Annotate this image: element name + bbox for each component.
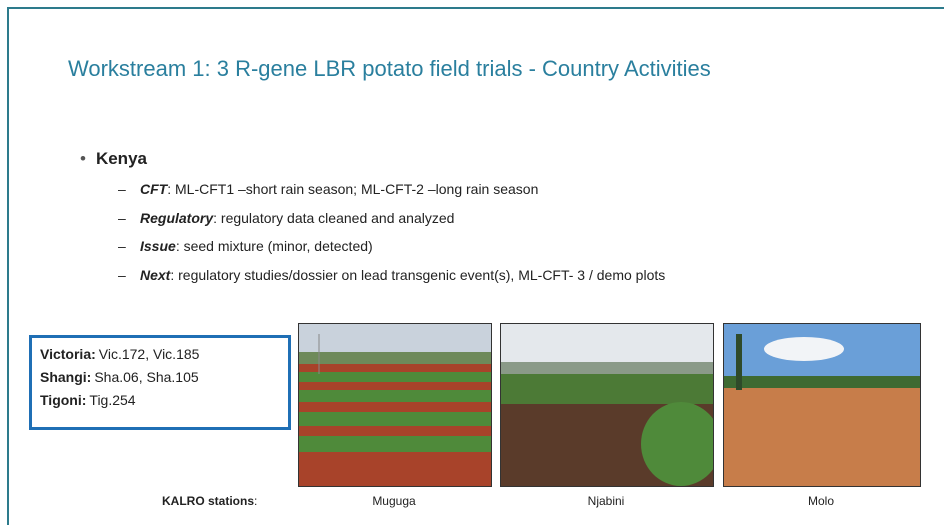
item-text: : seed mixture (minor, detected) bbox=[176, 238, 373, 254]
varieties-box: Victoria:Vic.172, Vic.185 Shangi:Sha.06, … bbox=[29, 335, 291, 430]
photo-muguga bbox=[298, 323, 492, 487]
stations-label: KALRO stations bbox=[162, 494, 254, 508]
item-label: Issue bbox=[140, 238, 176, 254]
sub-bullet: –CFT: ML-CFT1 –short rain season; ML-CFT… bbox=[118, 181, 538, 197]
item-label: CFT bbox=[140, 181, 167, 197]
sub-bullet: –Regulatory: regulatory data cleaned and… bbox=[118, 210, 454, 226]
item-text: : regulatory studies/dossier on lead tra… bbox=[170, 267, 665, 283]
variety-codes: Sha.06, Sha.105 bbox=[94, 369, 198, 385]
frame-line bbox=[7, 7, 9, 525]
variety: Tigoni:Tig.254 bbox=[40, 392, 136, 408]
variety-name: Tigoni: bbox=[40, 392, 86, 408]
slide-title: Workstream 1: 3 R-gene LBR potato field … bbox=[68, 56, 711, 82]
item-label: Regulatory bbox=[140, 210, 213, 226]
item-label: Next bbox=[140, 267, 170, 283]
variety: Shangi:Sha.06, Sha.105 bbox=[40, 369, 199, 385]
dash: – bbox=[118, 267, 140, 283]
variety: Victoria:Vic.172, Vic.185 bbox=[40, 346, 199, 362]
variety-codes: Tig.254 bbox=[89, 392, 135, 408]
station-name: Muguga bbox=[372, 494, 415, 508]
slide: Workstream 1: 3 R-gene LBR potato field … bbox=[0, 0, 944, 525]
sub-bullet: –Next: regulatory studies/dossier on lea… bbox=[118, 267, 665, 283]
item-text: : ML-CFT1 –short rain season; ML-CFT-2 –… bbox=[167, 181, 538, 197]
variety-codes: Vic.172, Vic.185 bbox=[99, 346, 200, 362]
photo-molo bbox=[723, 323, 921, 487]
item-text: : regulatory data cleaned and analyzed bbox=[213, 210, 454, 226]
stations-caption: KALRO stations: bbox=[162, 494, 257, 508]
station-name: Njabini bbox=[588, 494, 625, 508]
dash: – bbox=[118, 210, 140, 226]
stations-suffix: : bbox=[254, 494, 257, 508]
dash: – bbox=[118, 181, 140, 197]
variety-name: Victoria: bbox=[40, 346, 96, 362]
photo-njabini bbox=[500, 323, 714, 487]
frame-line bbox=[7, 7, 944, 9]
dash: – bbox=[118, 238, 140, 254]
station-name: Molo bbox=[808, 494, 834, 508]
variety-name: Shangi: bbox=[40, 369, 91, 385]
sub-bullet: –Issue: seed mixture (minor, detected) bbox=[118, 238, 373, 254]
heading-text: Kenya bbox=[96, 149, 147, 168]
bullet-heading: •Kenya bbox=[80, 149, 147, 169]
